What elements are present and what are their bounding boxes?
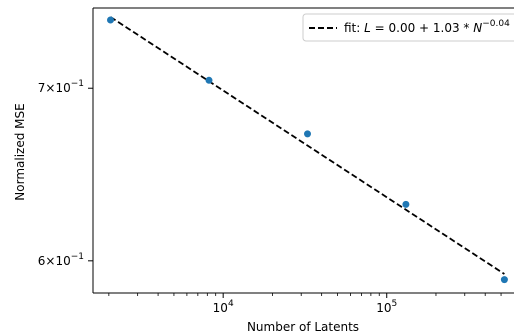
legend: fit: L = 0.00 + 1.03 * N−0.04 — [302, 13, 514, 42]
legend-label: fit: L = 0.00 + 1.03 * N−0.04 — [344, 19, 510, 35]
data-point — [500, 276, 508, 284]
legend-box — [302, 13, 514, 42]
data-point — [107, 16, 114, 24]
x-tick-label: 105 — [376, 299, 397, 315]
x-tick-label: 104 — [213, 299, 234, 315]
data-point — [304, 130, 311, 138]
data-point — [205, 76, 213, 84]
y-axis-label: Normalized MSE — [13, 103, 27, 200]
fit-line — [110, 16, 505, 275]
y-tick-label: 6×10−1 — [38, 252, 84, 268]
x-axis-label: Number of Latents — [247, 320, 359, 334]
y-tick-label: 7×10−1 — [38, 79, 84, 95]
plot-area — [93, 8, 514, 293]
data-point — [402, 200, 410, 208]
